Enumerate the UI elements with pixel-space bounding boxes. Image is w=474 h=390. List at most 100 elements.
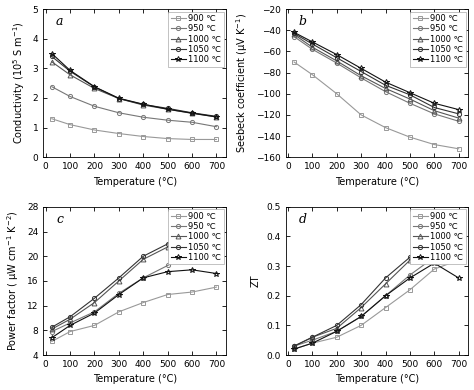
950 ℃ — [116, 291, 122, 296]
Line: 1100 ℃: 1100 ℃ — [49, 267, 219, 340]
1050 ℃ — [189, 110, 195, 115]
1000 ℃ — [116, 96, 122, 101]
Y-axis label: Seebeck coefficient (μV K$^{-1}$): Seebeck coefficient (μV K$^{-1}$) — [235, 13, 250, 153]
950 ℃ — [358, 76, 364, 80]
1100 ℃ — [291, 30, 297, 35]
1100 ℃ — [456, 276, 462, 280]
1000 ℃ — [358, 73, 364, 78]
Line: 900 ℃: 900 ℃ — [292, 258, 461, 351]
Line: 1100 ℃: 1100 ℃ — [49, 51, 219, 120]
1100 ℃ — [431, 261, 437, 266]
1050 ℃ — [67, 314, 73, 319]
900 ℃ — [116, 131, 122, 136]
900 ℃ — [456, 258, 462, 262]
900 ℃ — [383, 125, 388, 130]
950 ℃ — [310, 338, 315, 342]
950 ℃ — [310, 47, 315, 51]
1000 ℃ — [49, 327, 55, 332]
1100 ℃ — [358, 66, 364, 71]
1100 ℃ — [407, 276, 413, 280]
Line: 1100 ℃: 1100 ℃ — [291, 30, 462, 112]
950 ℃ — [291, 34, 297, 39]
900 ℃ — [334, 335, 339, 340]
1050 ℃ — [140, 254, 146, 259]
Text: a: a — [56, 15, 64, 28]
950 ℃ — [49, 329, 55, 334]
Line: 1050 ℃: 1050 ℃ — [292, 31, 461, 116]
950 ℃ — [291, 344, 297, 349]
1000 ℃ — [456, 116, 462, 121]
950 ℃ — [189, 120, 195, 125]
1000 ℃ — [116, 278, 122, 283]
900 ℃ — [165, 136, 171, 141]
Text: b: b — [298, 15, 306, 28]
1050 ℃ — [383, 276, 388, 280]
1050 ℃ — [49, 54, 55, 59]
1050 ℃ — [431, 105, 437, 110]
1000 ℃ — [165, 245, 171, 249]
1100 ℃ — [91, 84, 97, 89]
1050 ℃ — [291, 344, 297, 349]
950 ℃ — [358, 314, 364, 319]
X-axis label: Temperature (°C): Temperature (°C) — [335, 374, 419, 385]
950 ℃ — [456, 119, 462, 124]
900 ℃ — [140, 300, 146, 305]
900 ℃ — [189, 137, 195, 142]
1000 ℃ — [407, 258, 413, 262]
900 ℃ — [214, 285, 219, 289]
1100 ℃ — [334, 52, 339, 57]
900 ℃ — [310, 341, 315, 346]
1050 ℃ — [310, 335, 315, 340]
1050 ℃ — [165, 106, 171, 111]
1100 ℃ — [140, 102, 146, 106]
1100 ℃ — [116, 96, 122, 101]
Y-axis label: Conductivity (10$^5$ S m$^{-1}$): Conductivity (10$^5$ S m$^{-1}$) — [11, 22, 27, 144]
950 ℃ — [431, 255, 437, 260]
1050 ℃ — [214, 234, 219, 239]
Line: 950 ℃: 950 ℃ — [50, 248, 219, 334]
900 ℃ — [358, 113, 364, 117]
1100 ℃ — [310, 341, 315, 346]
1100 ℃ — [49, 335, 55, 340]
1000 ℃ — [189, 238, 195, 243]
900 ℃ — [383, 305, 388, 310]
1100 ℃ — [431, 101, 437, 106]
Line: 950 ℃: 950 ℃ — [292, 240, 461, 348]
950 ℃ — [456, 240, 462, 245]
900 ℃ — [431, 142, 437, 147]
1000 ℃ — [189, 111, 195, 116]
1000 ℃ — [214, 238, 219, 243]
900 ℃ — [140, 134, 146, 139]
1050 ℃ — [407, 255, 413, 260]
900 ℃ — [189, 290, 195, 294]
1050 ℃ — [116, 96, 122, 101]
1100 ℃ — [91, 311, 97, 316]
1100 ℃ — [383, 80, 388, 84]
1100 ℃ — [334, 329, 339, 334]
1050 ℃ — [334, 323, 339, 328]
1050 ℃ — [165, 241, 171, 246]
Line: 1050 ℃: 1050 ℃ — [50, 234, 219, 329]
1050 ℃ — [456, 231, 462, 236]
950 ℃ — [214, 248, 219, 252]
900 ℃ — [165, 292, 171, 297]
Line: 900 ℃: 900 ℃ — [50, 285, 219, 344]
1050 ℃ — [358, 69, 364, 74]
950 ℃ — [407, 273, 413, 277]
1000 ℃ — [165, 107, 171, 112]
1000 ℃ — [358, 305, 364, 310]
1100 ℃ — [140, 275, 146, 280]
1050 ℃ — [91, 85, 97, 89]
Line: 900 ℃: 900 ℃ — [50, 117, 219, 142]
Line: 1000 ℃: 1000 ℃ — [292, 32, 461, 121]
Line: 1100 ℃: 1100 ℃ — [291, 261, 462, 352]
900 ℃ — [431, 267, 437, 271]
900 ℃ — [49, 339, 55, 344]
900 ℃ — [358, 323, 364, 328]
950 ℃ — [140, 275, 146, 280]
1000 ℃ — [310, 45, 315, 50]
1050 ℃ — [407, 92, 413, 97]
950 ℃ — [165, 263, 171, 268]
Line: 950 ℃: 950 ℃ — [50, 85, 219, 129]
900 ℃ — [67, 329, 73, 334]
